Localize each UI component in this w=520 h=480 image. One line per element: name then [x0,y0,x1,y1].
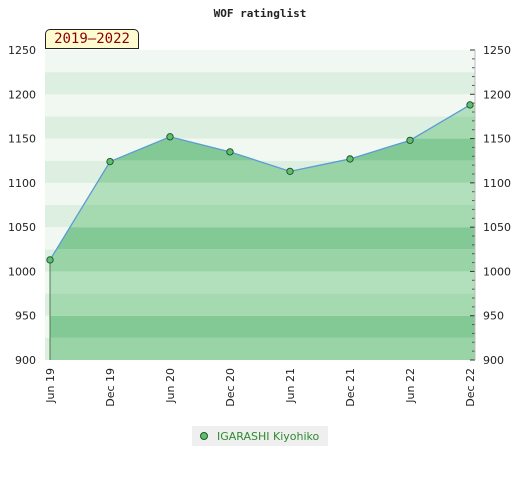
data-point [286,167,294,175]
y-tick-label-left: 1100 [8,177,36,190]
bg-band [45,72,475,95]
area-band [50,293,475,316]
y-tick-label-left: 1250 [8,44,36,57]
x-tick-label: Jun 22 [404,368,417,404]
y-tick-label-left: 900 [15,354,36,367]
y-tick-label-right: 1000 [483,265,511,278]
bg-band [45,50,475,73]
y-axis-right: 900 950 1000 1050 1100 1150 1200 1250 [470,44,511,367]
x-tick-label: Jun 20 [164,368,177,404]
x-tick-label: Jun 19 [44,368,57,404]
y-tick-label-left: 1050 [8,221,36,234]
chart-title: WOF ratinglist [214,7,307,20]
data-point [406,136,414,144]
y-tick-label-left: 1150 [8,133,36,146]
bg-band [45,94,475,117]
data-point [346,155,354,163]
area-band [50,315,475,338]
series-layer [46,101,474,360]
y-tick-label-right: 950 [483,310,504,323]
y-tick-label-right: 1200 [483,88,511,101]
legend-series-label: IGARASHI Kiyohiko [217,429,320,443]
data-point [166,133,174,141]
data-point [106,157,114,166]
x-axis: Jun 19 Dec 19 Jun 20 Dec 20 Jun 21 Dec 21 Jun … [44,368,477,407]
x-tick-label: Jun 21 [284,368,297,404]
y-tick-label-left: 1000 [8,265,36,278]
x-tick-label: Dec 19 [104,368,117,407]
area-band [50,182,475,205]
area-band [50,271,475,294]
y-tick-label-left: 1200 [8,88,36,101]
area-band [50,205,475,228]
y-tick-label-right: 1050 [483,221,511,234]
x-tick-label: Dec 20 [224,368,237,407]
y-tick-label-right: 1150 [483,133,511,146]
period-badge: 2019–2022 [45,29,139,49]
x-tick-label: Dec 21 [344,368,357,407]
x-tick-label: Dec 22 [464,368,477,407]
data-point [466,101,474,109]
data-point [226,148,234,156]
legend[interactable]: IGARASHI Kiyohiko [192,426,328,446]
y-axis-left: 900 950 1000 1050 1100 1150 1200 1250 [8,44,36,367]
y-tick-label-right: 1250 [483,44,511,57]
area-band [50,160,475,183]
y-tick-label-left: 950 [15,310,36,323]
bg-band [45,116,475,139]
y-tick-label-right: 900 [483,354,504,367]
y-tick-label-right: 1100 [483,177,511,190]
area-band [50,227,475,250]
area-band [50,337,475,360]
data-point [46,256,54,264]
area-band [50,249,475,272]
series-line [49,104,471,261]
legend-marker-icon [200,432,208,440]
